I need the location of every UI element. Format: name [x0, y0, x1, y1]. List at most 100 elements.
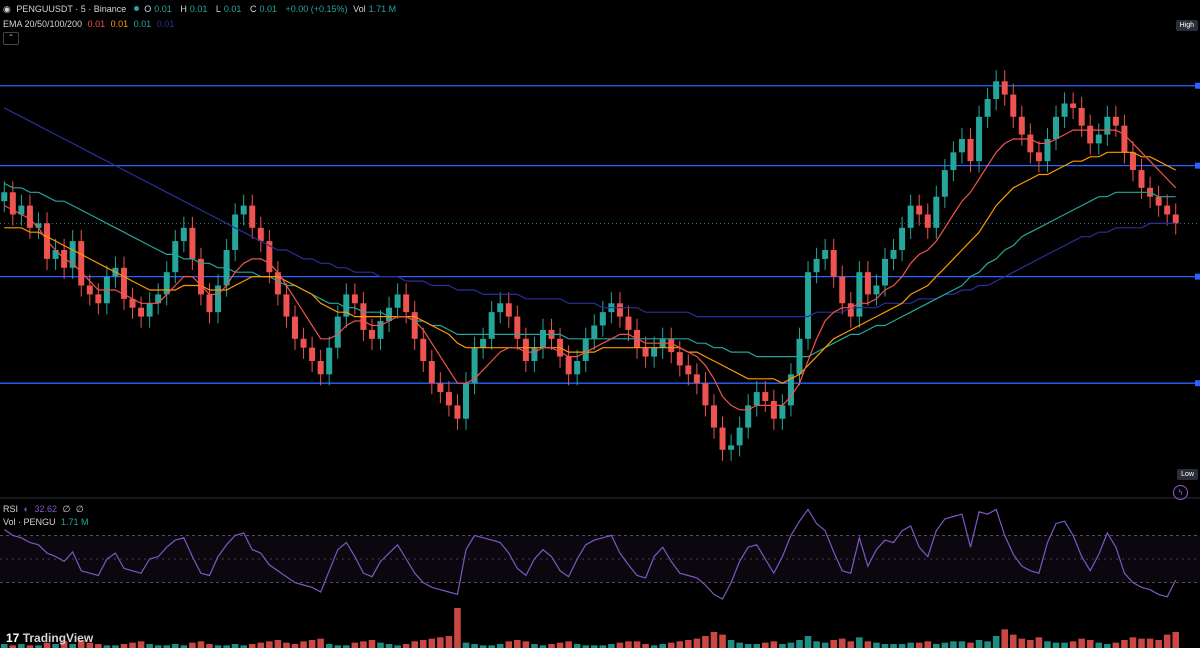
candle-body [1053, 116, 1060, 139]
volume-bar [1146, 638, 1154, 648]
candle-body [1061, 103, 1068, 117]
volume-bar [710, 632, 718, 648]
candle-body [394, 294, 401, 308]
volume-bar [693, 638, 701, 648]
ema100-value: 0.01 [133, 19, 152, 29]
volume-bar [1172, 632, 1179, 648]
volume-bar [616, 642, 624, 648]
volume-bar [206, 644, 213, 648]
candle-body [958, 139, 965, 153]
volume-bar [1035, 637, 1043, 648]
candle-body [1070, 103, 1077, 108]
candle-body [1129, 152, 1136, 171]
volume-bar [1121, 640, 1128, 648]
vol-legend-value: 1.71 M [61, 517, 89, 527]
volume-bar [1018, 638, 1026, 648]
volume-bar [351, 642, 359, 648]
candle-body [471, 347, 478, 384]
candle-body [719, 427, 726, 450]
candle-body [257, 227, 264, 242]
candle-body [1155, 196, 1162, 206]
volume-bar [804, 636, 812, 648]
tradingview-logo[interactable]: 17 TradingView [6, 631, 93, 645]
candle-body [206, 294, 213, 313]
candle-body [693, 374, 700, 384]
volume-bar [240, 645, 247, 648]
volume-bar [642, 644, 649, 648]
volume-bar [496, 644, 504, 648]
volume-bar [984, 641, 991, 648]
volume-bar [385, 644, 393, 648]
ema-label: EMA 20/50/100/200 [3, 19, 83, 29]
volume-bar [428, 638, 436, 648]
collapse-legend-button[interactable]: ⌃ [3, 32, 19, 45]
level-handle-2 [1195, 273, 1200, 280]
candle-body [599, 312, 606, 326]
volume-bar [137, 641, 145, 648]
vol-legend[interactable]: Vol · PENGU 1.71 M [3, 516, 92, 528]
rsi-settings-icon[interactable]: ◐ [23, 504, 29, 514]
volume-bar [727, 640, 735, 648]
vol-legend-label: Vol · PENGU [3, 517, 56, 527]
volume-bar [505, 641, 513, 648]
volume-bar [933, 644, 940, 648]
candle-body [770, 400, 777, 419]
candle-body [1172, 214, 1179, 224]
volume-bar [1069, 641, 1077, 648]
candle-body [35, 223, 42, 228]
market-status-icon [133, 6, 139, 11]
candle-body [18, 205, 25, 215]
candle-body [651, 347, 658, 357]
volume-bar [950, 641, 957, 648]
vol-label: Vol [353, 4, 366, 14]
candle-body [189, 227, 196, 259]
vol-value: 1.71 M [368, 4, 397, 14]
ema200-line [4, 107, 1176, 318]
candle-body [907, 205, 914, 228]
volume-bar [830, 640, 837, 648]
symbol-title[interactable]: PENGUUSDT · 5 · Binance [16, 4, 127, 14]
candle-body [1044, 139, 1051, 162]
level-handle-3 [1195, 380, 1200, 387]
candle-body [642, 347, 649, 357]
rsi-value: 32.62 [34, 504, 58, 514]
candle-body [890, 250, 897, 259]
volume-bar [881, 644, 889, 648]
candle-body [822, 250, 829, 259]
candle-body [1095, 134, 1102, 144]
candle-body [839, 276, 846, 304]
candle-body [574, 361, 581, 375]
volume-bar [1095, 642, 1103, 648]
volume-bar [462, 642, 470, 648]
candle-body [249, 205, 256, 228]
candle-body [300, 338, 307, 348]
volume-bar [172, 644, 179, 648]
tradingview-mark-icon: 17 [6, 631, 20, 645]
candle-body [240, 205, 247, 215]
volume-bar [796, 640, 803, 648]
ema-legend[interactable]: EMA 20/50/100/200 0.01 0.01 0.01 0.01 [3, 18, 177, 30]
candle-body [480, 338, 487, 348]
volume-bar [975, 640, 983, 648]
candle-body [805, 272, 812, 339]
volume-bar [1001, 629, 1008, 648]
rsi-legend[interactable]: RSI ◐ 32.62 ∅ ∅ [3, 503, 87, 515]
candle-body [728, 445, 735, 450]
volume-bar [43, 642, 51, 648]
candle-body [343, 294, 350, 317]
volume-bar [898, 644, 906, 648]
volume-bar [779, 644, 786, 648]
volume-bar [471, 644, 478, 648]
volume-bar [266, 641, 273, 648]
lightning-icon[interactable]: ϟ [1173, 485, 1188, 500]
ohlc-o: O 0.01 [144, 4, 172, 14]
candle-body [616, 303, 623, 317]
candle-body [899, 227, 906, 250]
volume-bar [86, 642, 94, 648]
volume-bar [556, 642, 564, 648]
volume-bar [941, 642, 949, 648]
volume-bar [325, 644, 333, 648]
volume-bar [992, 636, 1000, 648]
